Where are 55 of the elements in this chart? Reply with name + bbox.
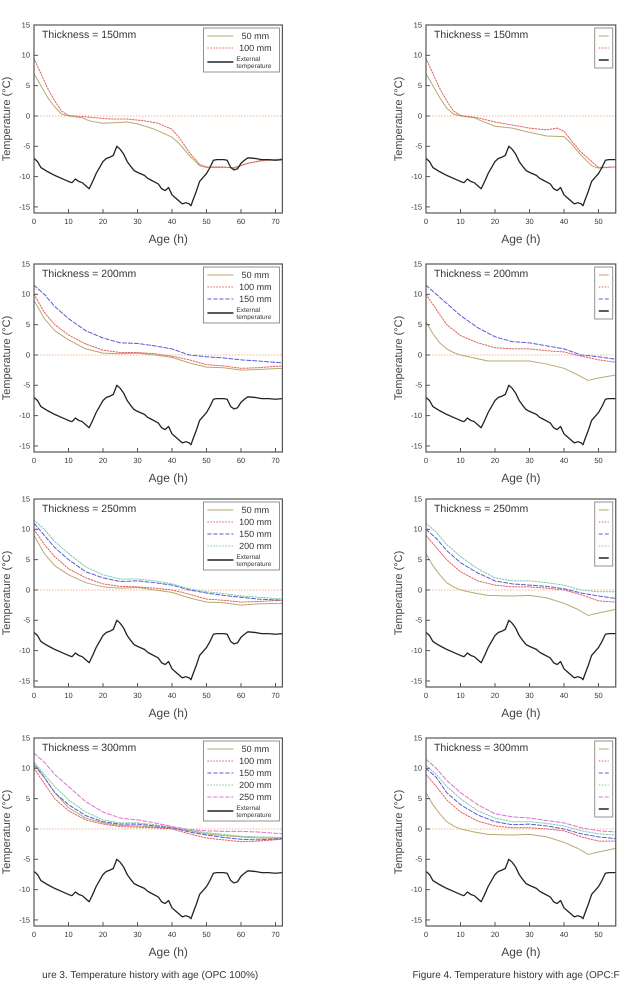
line-series xyxy=(426,620,616,680)
x-axis-title: Age (h) xyxy=(501,945,541,959)
line-series xyxy=(426,321,616,381)
x-axis-title: Age (h) xyxy=(148,945,188,959)
legend-label: 50 mm xyxy=(242,270,270,280)
text: ure 3. Temperature history with age (OPC 100%) xyxy=(42,970,258,981)
line-series xyxy=(426,792,616,855)
line-series xyxy=(426,384,616,446)
legend-label: 50 mm xyxy=(242,31,270,42)
chart-title: Thickness = 150mm xyxy=(42,29,136,41)
line-series xyxy=(426,858,616,920)
x-axis-title: Age (h) xyxy=(148,471,188,485)
chart-title: Thickness = 250mm xyxy=(42,503,136,515)
line-series xyxy=(34,284,282,364)
legend-label: 50 mm xyxy=(242,505,270,516)
legend-label: 150 mm xyxy=(239,294,272,304)
legend-label: 200 mm xyxy=(239,541,272,552)
y-axis-title: Temperature (°C) xyxy=(1,76,13,162)
legend-label: 150 mm xyxy=(239,529,272,540)
x-axis-title: Age (h) xyxy=(148,706,188,720)
y-axis-title: Temperature (°C) xyxy=(1,790,13,874)
y-axis-title: Temperature (°C) xyxy=(393,316,405,400)
legend-label: 100 mm xyxy=(239,43,272,54)
line-series xyxy=(426,553,616,616)
line-series xyxy=(34,146,282,206)
caption: Figure 4. Temperature history with age (OPC:F xyxy=(412,970,620,981)
chart-title: Thickness = 150mm xyxy=(434,29,528,41)
x-axis-title: Age (h) xyxy=(501,232,541,246)
legend-label: 100 mm xyxy=(239,517,272,528)
line-series xyxy=(426,522,616,592)
y-axis-title: Temperature (°C) xyxy=(393,790,405,874)
chart-title: Thickness = 300mm xyxy=(434,742,528,754)
chart-title: Thickness = 300mm xyxy=(42,742,136,754)
y-axis-title: Temperature (°C) xyxy=(1,316,13,400)
legend-label: 200 mm xyxy=(239,780,272,790)
x-axis-title: Age (h) xyxy=(501,706,541,720)
line-series xyxy=(34,858,282,920)
x-axis-title: Age (h) xyxy=(501,471,541,485)
legend-label: 100 mm xyxy=(239,756,272,766)
y-axis-title: Temperature (°C) xyxy=(1,550,13,636)
legend-label: 150 mm xyxy=(239,768,272,778)
x-axis-title: Age (h) xyxy=(148,232,188,246)
y-axis-title: Temperature (°C) xyxy=(393,76,405,162)
chart-title: Thickness = 200mm xyxy=(42,268,136,280)
legend-label: 50 mm xyxy=(242,744,270,754)
line-series xyxy=(426,284,616,360)
line-series xyxy=(426,294,616,363)
line-series xyxy=(426,146,616,206)
y-axis-title: Temperature (°C) xyxy=(393,550,405,636)
line-series xyxy=(34,384,282,446)
legend-label: 100 mm xyxy=(239,282,272,292)
chart-title: Thickness = 250mm xyxy=(434,503,528,515)
chart-title: Thickness = 200mm xyxy=(434,268,528,280)
line-series xyxy=(34,620,282,680)
legend-label: 250 mm xyxy=(239,792,272,802)
